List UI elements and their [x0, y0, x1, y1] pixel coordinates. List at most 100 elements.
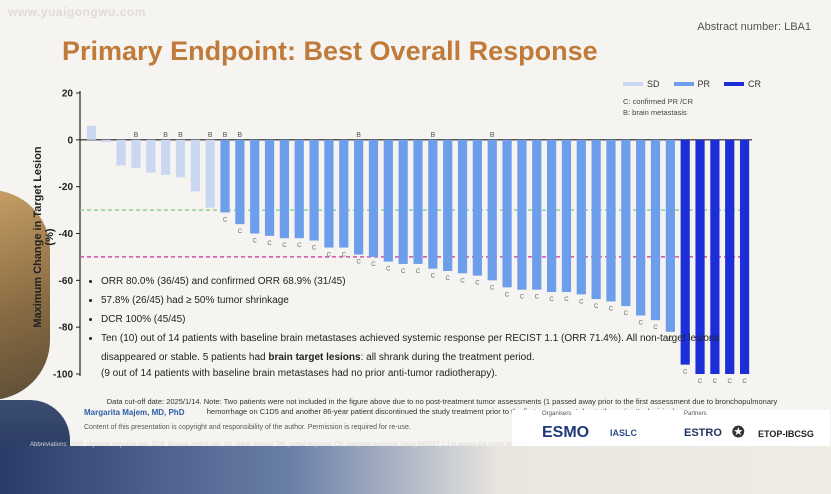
bullet-brain-bold: brain target lesions	[268, 352, 361, 363]
confirmed-marker: C	[742, 379, 747, 385]
bar	[443, 139, 453, 271]
confirmed-marker: C	[431, 274, 436, 280]
confirmed-marker: C	[490, 285, 495, 291]
bar	[101, 139, 111, 143]
bar	[650, 139, 661, 321]
confirmed-marker: C	[594, 304, 599, 310]
confirmed-marker: C	[698, 379, 703, 385]
bar	[294, 139, 304, 239]
bar	[309, 139, 319, 241]
bar	[205, 139, 215, 208]
confirmed-marker: C	[416, 269, 421, 275]
bar	[546, 139, 557, 293]
bar	[680, 139, 690, 365]
brain-metastasis-marker: B	[178, 132, 183, 139]
bar	[636, 139, 646, 316]
legend-item-pr: PR	[673, 79, 710, 89]
legend-label-cr: CR	[748, 79, 762, 89]
bar	[487, 139, 497, 281]
bar	[86, 125, 97, 140]
confirmed-marker: C	[327, 253, 332, 259]
brain-metastasis-marker: B	[490, 132, 495, 139]
y-tick-label: 0	[67, 135, 73, 146]
confirmed-marker: C	[223, 217, 228, 223]
legend-swatch-sd	[623, 82, 643, 86]
confirmed-marker: C	[267, 241, 272, 247]
bar	[131, 139, 141, 168]
legend-item-cr: CR	[724, 79, 761, 89]
confirmed-marker: C	[638, 320, 643, 326]
bar	[576, 139, 586, 295]
bar	[220, 139, 230, 213]
brain-metastasis-marker: B	[238, 132, 243, 139]
confirmed-marker: C	[520, 295, 525, 301]
y-tick-label: -60	[59, 276, 74, 287]
copyright-notice: Content of this presentation is copyrigh…	[84, 424, 411, 431]
confirmed-marker: C	[238, 229, 243, 235]
y-tick-label: -100	[53, 370, 73, 381]
confirmed-marker: C	[297, 243, 302, 249]
confirmed-marker: C	[401, 269, 406, 275]
brain-metastasis-marker: B	[431, 132, 436, 139]
bullet-dcr: DCR 100% (45/45)	[101, 310, 761, 329]
confirmed-marker: C	[668, 337, 673, 343]
bar	[279, 139, 290, 239]
confirmed-marker: C	[505, 292, 510, 298]
bar	[665, 139, 675, 332]
slide-title: Primary Endpoint: Best Overall Response	[62, 36, 598, 66]
confirmed-marker: C	[535, 295, 540, 301]
y-tick-label: -40	[59, 229, 74, 240]
confirmed-marker: C	[312, 246, 317, 252]
bar	[710, 139, 720, 374]
bar	[606, 139, 616, 302]
estro-logo: ESTRO	[684, 427, 722, 439]
brain-metastasis-marker: B	[208, 132, 213, 139]
bar	[739, 139, 750, 374]
confirmed-marker: C	[356, 260, 361, 266]
iaslc-logo: IASLC	[610, 428, 637, 438]
confirmed-marker: C	[653, 325, 658, 331]
note-confirmed: C: confirmed PR /CR	[623, 97, 694, 106]
legend-swatch-cr	[724, 82, 745, 86]
legend-swatch-pr	[673, 82, 694, 86]
etop-logo: ETOP-IBCSG	[758, 429, 814, 439]
bullet-orr: ORR 80.0% (36/45) and confirmed ORR 68.9…	[101, 272, 761, 291]
brain-metastasis-marker: B	[134, 132, 139, 139]
confirmed-marker: C	[728, 379, 733, 385]
legend: SD PR CR	[623, 79, 761, 89]
confirmed-marker: C	[713, 379, 718, 385]
bar	[324, 139, 334, 248]
bar	[383, 139, 393, 262]
bar	[146, 139, 156, 173]
legend-item-sd: SD	[623, 79, 660, 89]
mercedes-star-icon: ✪	[732, 424, 745, 441]
confirmed-marker: C	[253, 239, 258, 245]
esmo-logo: ESMO	[542, 424, 590, 441]
legend-notes: C: confirmed PR /CR B: brain metastasis	[623, 96, 693, 118]
bar	[339, 139, 349, 248]
presenter-name: Margarita Majem, MD, PhD	[84, 408, 185, 417]
note-brain: B: brain metastasis	[623, 108, 687, 117]
bullet-brain-text: Ten (10) out of 14 patients with baselin…	[101, 333, 720, 363]
confirmed-marker: C	[386, 267, 391, 273]
confirmed-marker: C	[446, 276, 451, 282]
bar	[457, 139, 468, 274]
bullet-shrinkage: 57.8% (26/45) had ≥ 50% tumor shrinkage	[101, 291, 761, 310]
bar	[354, 139, 364, 255]
brain-metastasis-marker: B	[356, 132, 361, 139]
bullet-brain-subnote: (9 out of 14 patients with baseline brai…	[101, 368, 498, 379]
bar	[116, 139, 126, 166]
confirmed-marker: C	[460, 278, 465, 284]
organisers-label: Organisers	[542, 411, 572, 417]
y-tick-label: -20	[59, 182, 74, 193]
bar	[250, 139, 260, 234]
bar	[413, 139, 423, 264]
bar	[264, 139, 275, 236]
confirmed-marker: C	[342, 253, 347, 259]
bar	[591, 139, 601, 300]
bar	[502, 139, 512, 288]
brain-metastasis-marker: B	[163, 132, 168, 139]
bar	[428, 139, 438, 269]
